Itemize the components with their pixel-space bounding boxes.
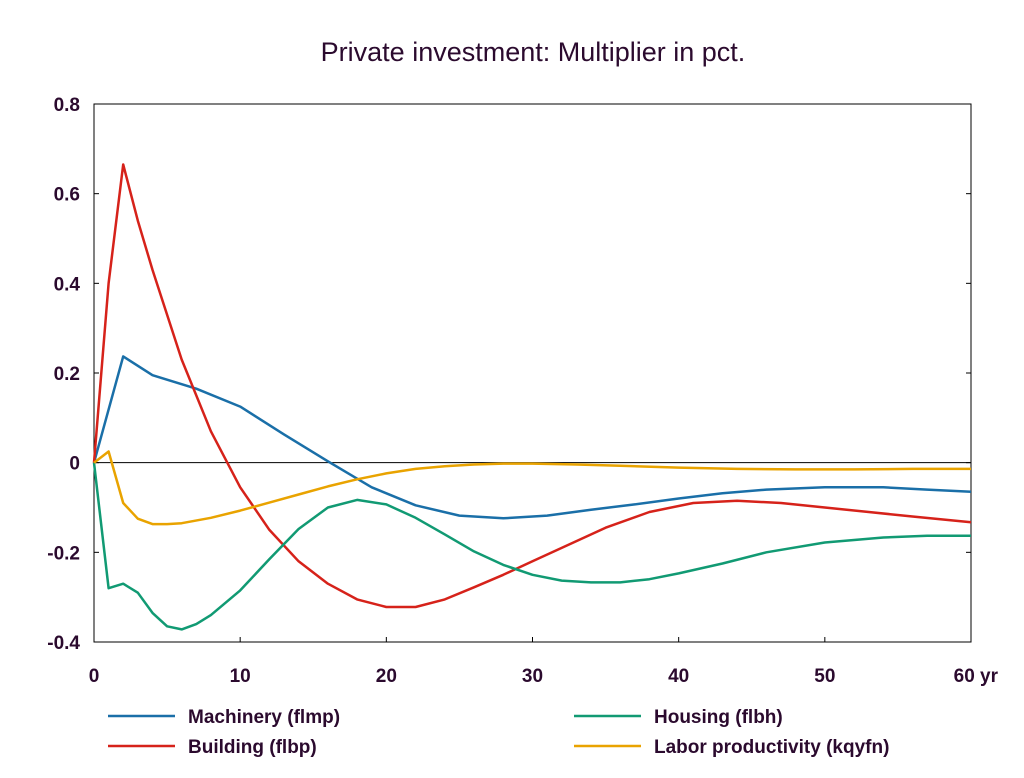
x-tick-label: 20	[376, 666, 397, 687]
x-tick-label: 40	[668, 666, 689, 687]
legend: Machinery (flmp) Building (flbp) Housing (…	[108, 707, 889, 758]
x-axis: 0 10 20 30 40 50 60 yr	[89, 637, 999, 687]
y-tick-label: 0.4	[54, 274, 81, 295]
series-line-2	[92, 163, 972, 609]
y-tick-label: -0.2	[47, 543, 80, 564]
legend-label: Housing (flbh)	[654, 707, 783, 728]
x-tick-label: 50	[814, 666, 835, 687]
series-line-1	[92, 355, 972, 520]
x-tick-label: 10	[230, 666, 251, 687]
legend-label: Machinery (flmp)	[188, 707, 340, 728]
legend-label: Building (flbp)	[188, 737, 317, 758]
x-tick-label: 60 yr	[954, 666, 999, 687]
y-axis: 0.8 0.6 0.4 0.2 0 -0.2 -0.4	[47, 95, 971, 654]
y-tick-label: 0.6	[54, 185, 80, 206]
x-tick-label: 30	[522, 666, 543, 687]
legend-label: Labor productivity (kqyfn)	[654, 737, 889, 758]
series-line-3	[92, 462, 971, 631]
y-tick-label: -0.4	[47, 633, 80, 654]
x-tick-label: 0	[89, 666, 100, 687]
y-tick-label: 0.2	[54, 364, 80, 385]
series-lines	[92, 163, 972, 631]
series-line-4	[93, 450, 971, 526]
y-tick-label: 0.8	[54, 95, 80, 116]
chart-title: Private investment: Multiplier in pct.	[321, 37, 746, 67]
y-tick-label: 0	[69, 454, 80, 475]
